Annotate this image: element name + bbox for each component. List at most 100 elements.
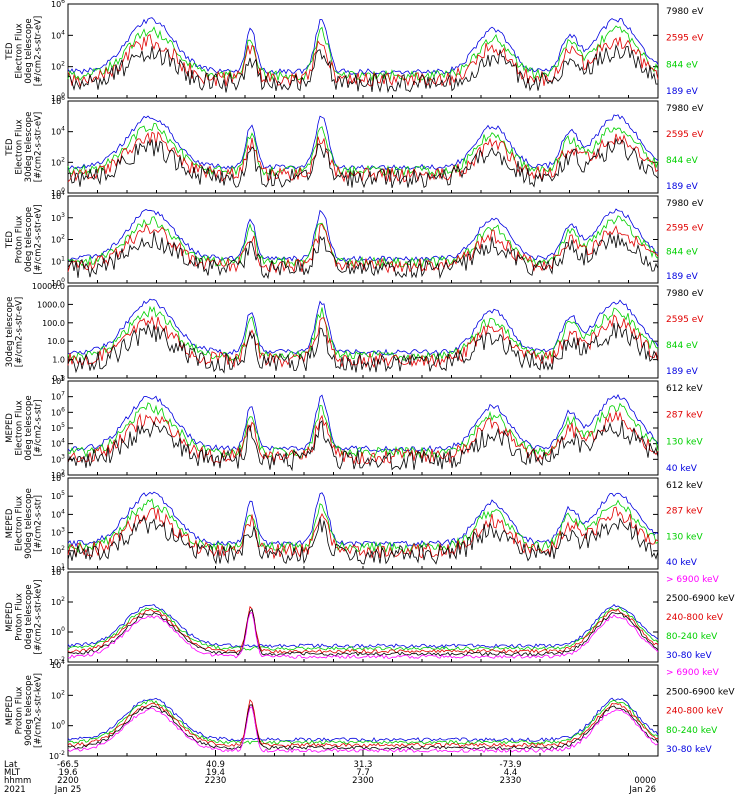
series-blue-line <box>67 17 659 75</box>
y-axis-label-line: MEPED <box>5 602 15 632</box>
series-blue-line <box>67 491 659 548</box>
legend-entry: 2595 eV <box>666 223 704 233</box>
legend-entry: 287 keV <box>666 411 703 421</box>
series-red-line <box>67 314 659 369</box>
legend-entry: > 6900 keV <box>666 668 720 678</box>
series-red-line <box>67 506 659 560</box>
y-tick-label: 106 <box>51 0 65 9</box>
y-tick-label: 104 <box>51 659 65 670</box>
y-axis-label-line: 90deg telescope <box>24 488 34 559</box>
legend-entry: 240-800 keV <box>666 613 724 623</box>
y-tick-label: 102 <box>51 156 65 167</box>
y-axis-label-line: [#/cm2-s-str-eV] <box>34 16 44 86</box>
y-axis-label-line: 30deg telescope <box>24 112 34 183</box>
panel-2: 106 104 102 100 TED Electron Flux 30deg telesc… <box>5 95 704 198</box>
legend-entry: 30-80 keV <box>666 651 712 661</box>
legend-entry: 189 eV <box>666 367 699 377</box>
y-tick-label: 105 <box>51 490 65 501</box>
series-black-line <box>67 516 659 565</box>
y-tick-label: 10000.0 <box>32 282 65 291</box>
series-red-line <box>67 34 659 88</box>
panel-8: 104 102 100 10-2 MEPED Proton Flux 90deg teles… <box>5 659 735 761</box>
y-tick-label: 104 <box>51 29 65 40</box>
y-axis-label-line: [#/cm2-s-str] <box>34 495 44 552</box>
y-tick-label: 101 <box>51 563 65 574</box>
y-axis-label-line: MEPED <box>5 413 15 443</box>
series-red-line <box>67 605 659 654</box>
y-axis-label-line: Electron Flux <box>15 23 25 78</box>
y-tick-label: 104 <box>51 126 65 137</box>
series-blue-line <box>67 298 659 356</box>
panel-frame <box>67 477 659 570</box>
legend-entry: 287 keV <box>666 507 703 517</box>
y-tick-label: 102 <box>51 689 65 700</box>
x-tick-lat: 40.9 <box>206 760 225 770</box>
legend-entry: 844 eV <box>666 156 699 166</box>
y-tick-label: 102 <box>51 469 65 480</box>
y-tick-label: 1000.0 <box>37 300 65 309</box>
legend-entry: 2500-6900 keV <box>666 687 735 697</box>
panel-7: 104 102 100 10-2 MEPED Proton Flux 0deg telesc… <box>5 566 735 667</box>
legend-entry: 7980 eV <box>666 104 704 114</box>
x-tick-lat: -73.9 <box>500 760 522 770</box>
x-axis-row-label: MLT <box>4 768 21 778</box>
series-black-line <box>67 137 659 189</box>
x-tick-lat: 31.3 <box>354 760 373 770</box>
legend-entry: 2500-6900 keV <box>666 594 735 604</box>
y-axis-label-line: 90deg telescope <box>24 675 34 746</box>
y-tick-label: 10-2 <box>49 750 65 761</box>
x-tick-hhmm: 2300 <box>352 776 374 786</box>
y-axis-label-line: [#/cm2-s-str-eV] <box>15 297 25 367</box>
y-tick-label: 105 <box>51 422 65 433</box>
y-axis-label-line: [#/cm2-s-str-keV] <box>34 673 44 748</box>
panel-frame <box>67 380 659 476</box>
legend-entry: 40 keV <box>666 464 698 474</box>
x-tick-hhmm: 2200 <box>57 776 79 786</box>
series-green-line <box>67 498 659 554</box>
panel-6: 106 105 104 103 102 101 MEPED Electron Flux 90de… <box>5 472 703 574</box>
legend-entry: 130 keV <box>666 437 703 447</box>
legend-entry: 40 keV <box>666 558 698 568</box>
y-tick-label: 103 <box>51 527 65 538</box>
series-green-line <box>67 25 659 83</box>
y-tick-label: 103 <box>51 453 65 464</box>
series-blue-line <box>67 208 659 263</box>
legend-entry: 612 keV <box>666 481 703 491</box>
y-tick-label: 1.0 <box>52 356 65 365</box>
y-axis-label-line: Proton Flux <box>15 687 25 735</box>
y-axis-label-line: Electron Flux <box>15 496 25 551</box>
x-axis-row-label: 2021 <box>4 785 26 795</box>
y-axis-label-line: Electron Flux <box>15 400 25 455</box>
legend-entry: 844 eV <box>666 341 699 351</box>
panel-frame <box>67 100 659 194</box>
y-axis-label-line: 0deg telescope <box>24 18 34 83</box>
y-axis-label-line: Electron Flux <box>15 119 25 174</box>
series-magenta-line <box>67 611 659 660</box>
legend-entry: 189 eV <box>666 272 699 282</box>
x-tick-hhmm: 2330 <box>500 776 522 786</box>
y-tick-label: 104 <box>51 508 65 519</box>
legend-entry: 189 eV <box>666 182 699 192</box>
series-blue-line <box>67 114 659 171</box>
series-blue-line <box>67 697 659 743</box>
x-tick-date: Jan 26 <box>628 785 656 795</box>
y-tick-label: 100 <box>51 720 65 731</box>
legend-entry: 7980 eV <box>666 289 704 299</box>
y-axis-label-line: MEPED <box>5 695 15 725</box>
y-tick-label: 104 <box>51 190 65 201</box>
y-tick-label: 106 <box>51 472 65 483</box>
y-tick-label: 100 <box>51 92 65 103</box>
y-tick-label: 102 <box>51 234 65 245</box>
y-axis-label-line: TED <box>5 138 15 157</box>
y-tick-label: 0.1 <box>52 374 65 383</box>
series-green-line <box>67 122 659 177</box>
legend-entry: 844 eV <box>666 248 699 258</box>
panel-1: 106 104 102 100 TED Electron Flux 0deg telesco… <box>5 0 704 103</box>
x-tick-mlt: 7.7 <box>356 768 370 778</box>
series-red-line <box>67 699 659 748</box>
legend-entry: 2595 eV <box>666 130 704 140</box>
panel-frame <box>67 3 659 99</box>
